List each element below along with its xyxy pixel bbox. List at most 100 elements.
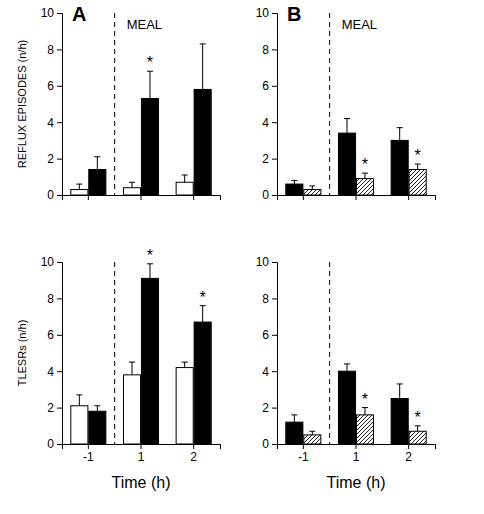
error-cap [291, 414, 297, 415]
error-bar [94, 406, 100, 411]
bar [356, 415, 373, 444]
y-tick: 2 [47, 401, 62, 415]
y-tick-mark [272, 159, 277, 160]
error-stem [399, 128, 400, 141]
y-tick-label: 2 [47, 401, 54, 415]
error-stem [79, 395, 80, 406]
error-cap [291, 180, 297, 181]
x-tick [88, 195, 89, 200]
panel: **0246810-112Time (h) [256, 255, 436, 491]
bar [409, 170, 426, 195]
bar [391, 140, 408, 195]
x-tick [193, 195, 194, 200]
error-stem [202, 44, 203, 90]
meal-line [114, 13, 115, 195]
y-tick: 0 [262, 437, 277, 451]
error-stem [79, 184, 80, 189]
significance: * [415, 147, 421, 164]
y-tick-mark [57, 262, 62, 263]
y-tick-label: 10 [256, 255, 270, 269]
bar [123, 375, 140, 444]
y-tick: 8 [262, 292, 277, 306]
y-tick-mark [272, 335, 277, 336]
y-tick: 2 [262, 401, 277, 415]
error-bar [309, 431, 315, 435]
meal-line [329, 262, 330, 444]
y-tick-mark [57, 444, 62, 445]
error-cap [129, 362, 135, 363]
error-stem [364, 173, 365, 178]
y-axis: 0246810 [41, 255, 63, 451]
plot-area [286, 119, 426, 195]
y-tick: 8 [262, 43, 277, 57]
y-tick-mark [272, 371, 277, 372]
x-tick-label: 1 [138, 450, 145, 464]
x-tick-mark [408, 444, 409, 449]
y-tick-label: 10 [256, 6, 270, 20]
error-bar [200, 306, 206, 322]
x-tick-label: 1 [353, 450, 360, 464]
error-bar [415, 164, 421, 169]
y-tick: 10 [256, 6, 277, 20]
error-bar [76, 184, 82, 189]
y-tick: 4 [47, 116, 62, 130]
error-bar [415, 426, 421, 431]
y-tick: 6 [262, 79, 277, 93]
y-tick: 2 [47, 152, 62, 166]
y-tick-label: 4 [47, 365, 54, 379]
x-tick-mark [88, 444, 89, 449]
y-tick-label: 2 [262, 401, 269, 415]
x-tick-label: 2 [190, 450, 197, 464]
y-tick-mark [272, 298, 277, 299]
meal-line [329, 13, 330, 195]
error-stem [149, 264, 150, 279]
y-axis: 0246810 [256, 6, 278, 202]
x-axis: -112 [278, 444, 436, 464]
y-tick-label: 8 [262, 292, 269, 306]
y-tick-label: 0 [262, 437, 269, 451]
error-bar [129, 362, 135, 375]
bar [123, 188, 140, 195]
bar [338, 133, 355, 195]
y-tick-mark [272, 262, 277, 263]
error-bar [344, 364, 350, 371]
bar [176, 182, 193, 195]
x-axis-line [63, 445, 221, 450]
y-tick-label: 10 [41, 6, 55, 20]
x-axis [63, 195, 221, 200]
error-cap [397, 383, 403, 384]
y-tick: 8 [47, 292, 62, 306]
bar [194, 89, 211, 195]
x-tick-mark [88, 195, 89, 200]
error-bar [291, 415, 297, 422]
error-bar [362, 173, 368, 178]
y-tick-label: 0 [47, 437, 54, 451]
error-bar [94, 157, 100, 170]
y-tick-mark [57, 159, 62, 160]
error-bar [182, 362, 188, 367]
x-tick: 1 [353, 444, 360, 464]
panel-title: A [72, 3, 86, 25]
y-axis-line [272, 14, 278, 196]
error-stem [364, 408, 365, 415]
error-bar [129, 182, 135, 187]
y-tick-label: 2 [262, 152, 269, 166]
y-tick: 10 [256, 255, 277, 269]
error-bar [397, 128, 403, 141]
y-tick: 2 [262, 152, 277, 166]
error-cap [344, 118, 350, 119]
bar [71, 190, 88, 195]
error-cap [200, 43, 206, 44]
x-tick [356, 195, 357, 200]
error-stem [202, 306, 203, 322]
y-tick-mark [272, 408, 277, 409]
y-tick: 4 [47, 365, 62, 379]
y-axis: 0246810 [256, 255, 278, 451]
plot-area [286, 364, 426, 444]
error-bar [182, 175, 188, 182]
x-tick [303, 195, 304, 200]
error-bar [147, 264, 153, 279]
x-axis-line [278, 196, 436, 201]
y-tick: 10 [41, 6, 62, 20]
y-tick: 6 [47, 79, 62, 93]
